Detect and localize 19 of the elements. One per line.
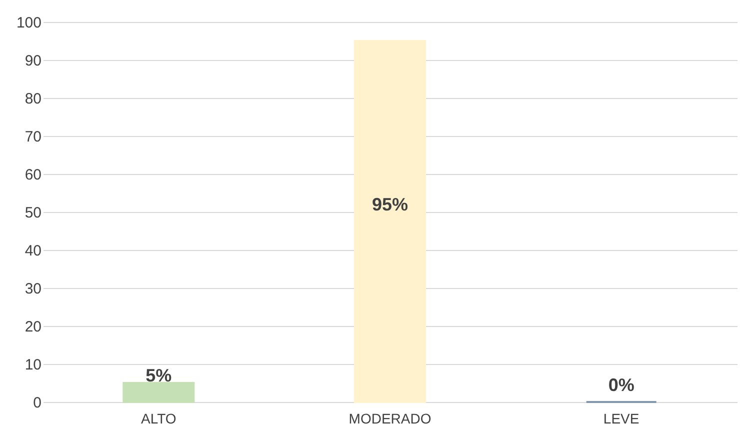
y-tick-label: 20 xyxy=(24,318,42,336)
y-tick-label: 10 xyxy=(24,356,42,374)
y-tick-label: 50 xyxy=(24,204,42,222)
x-tick-label: LEVE xyxy=(603,410,640,426)
y-tick-label: 30 xyxy=(24,280,42,298)
data-label: 0% xyxy=(608,375,634,395)
y-tick-label: 90 xyxy=(24,52,42,70)
y-tick-label: 60 xyxy=(24,166,42,184)
data-label: 5% xyxy=(146,366,172,386)
y-tick-label: 100 xyxy=(16,14,42,32)
y-tick-label: 0 xyxy=(33,394,42,412)
x-tick-label: MODERADO xyxy=(348,410,432,426)
y-tick-label: 70 xyxy=(24,128,42,146)
y-tick-label: 80 xyxy=(24,90,42,108)
bar xyxy=(122,382,195,403)
bar xyxy=(354,40,426,403)
data-label: 95% xyxy=(372,194,408,214)
y-tick-label: 40 xyxy=(24,242,42,260)
x-tick-label: ALTO xyxy=(141,410,176,426)
